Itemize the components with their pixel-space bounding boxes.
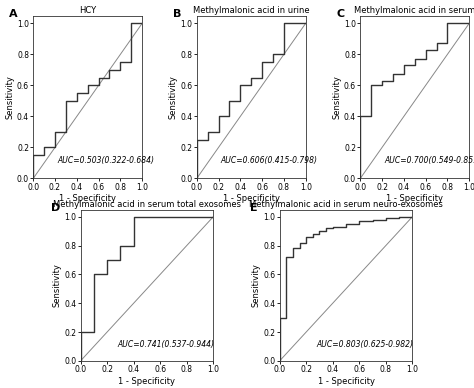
Text: AUC=0.803(0.625-0.982): AUC=0.803(0.625-0.982) [317,340,414,349]
Text: AUC=0.700(0.549-0.851): AUC=0.700(0.549-0.851) [384,156,474,165]
Text: E: E [250,203,258,213]
Text: C: C [336,9,345,19]
Y-axis label: Sensitivity: Sensitivity [53,263,62,307]
X-axis label: 1 - Specificity: 1 - Specificity [318,377,374,386]
X-axis label: 1 - Specificity: 1 - Specificity [223,194,280,203]
Title: Methylmalonic acid in urine: Methylmalonic acid in urine [193,6,310,15]
X-axis label: 1 - Specificity: 1 - Specificity [59,194,116,203]
Y-axis label: Sensitivity: Sensitivity [169,75,178,119]
Title: Methylmalonic acid in serum total exosomes: Methylmalonic acid in serum total exosom… [53,200,241,209]
X-axis label: 1 - Specificity: 1 - Specificity [118,377,175,386]
Text: AUC=0.741(0.537-0.944): AUC=0.741(0.537-0.944) [118,340,215,349]
Y-axis label: Sensitivity: Sensitivity [332,75,341,119]
Y-axis label: Sensitivity: Sensitivity [5,75,14,119]
Title: Methylmalonic acid in serum: Methylmalonic acid in serum [354,6,474,15]
X-axis label: 1 - Specificity: 1 - Specificity [386,194,443,203]
Y-axis label: Sensitivity: Sensitivity [252,263,261,307]
Title: HCY: HCY [79,6,96,15]
Text: D: D [51,203,61,213]
Title: Methylmalonic acid in serum neuro-exosomes: Methylmalonic acid in serum neuro-exosom… [249,200,443,209]
Text: AUC=0.606(0.415-0.798): AUC=0.606(0.415-0.798) [221,156,318,165]
Text: AUC=0.503(0.322-0.684): AUC=0.503(0.322-0.684) [57,156,154,165]
Text: A: A [9,9,18,19]
Text: B: B [173,9,181,19]
